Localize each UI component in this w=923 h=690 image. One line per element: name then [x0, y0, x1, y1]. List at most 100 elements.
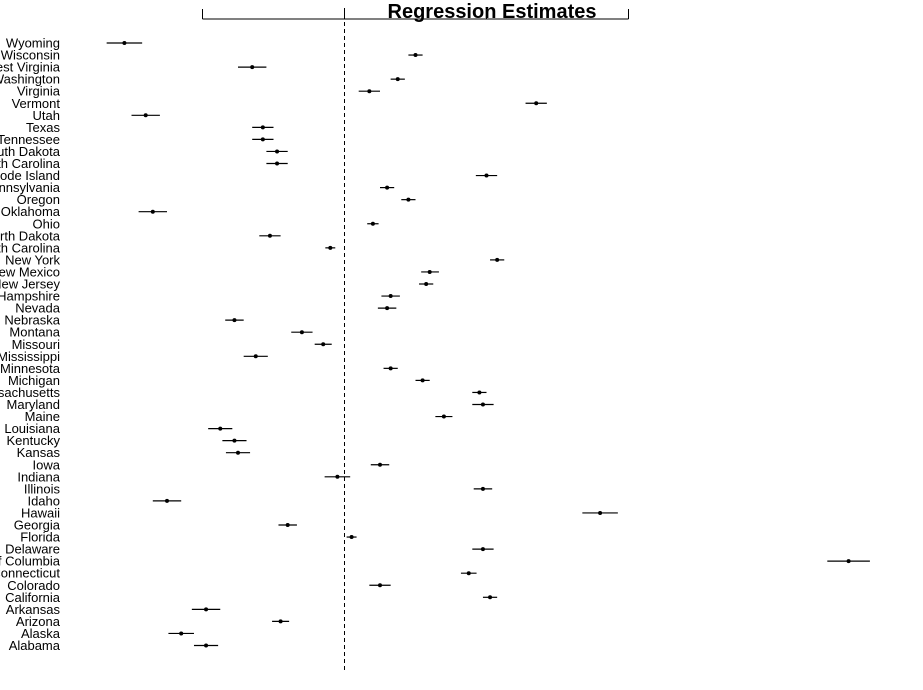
state-label: Maryland	[7, 397, 60, 412]
state-label: Wisconsin	[1, 48, 60, 63]
estimate-row: Hawaii	[21, 505, 618, 520]
state-label: Washington	[0, 72, 60, 87]
point-estimate	[534, 101, 539, 106]
state-label: New Mexico	[0, 264, 60, 279]
point-estimate	[321, 342, 326, 347]
estimate-row: Virginia	[17, 84, 380, 99]
point-estimate	[204, 607, 209, 612]
point-estimate	[388, 366, 393, 371]
state-label: Virginia	[17, 84, 61, 99]
point-estimate	[406, 197, 411, 202]
estimate-row: Minnesota	[0, 361, 398, 376]
point-estimate	[232, 318, 237, 323]
chart-title: Regression Estimates	[388, 1, 597, 23]
state-label: Oklahoma	[1, 204, 61, 219]
estimate-row: Pennsylvania	[0, 180, 395, 195]
point-estimate	[480, 547, 485, 552]
state-label: Maine	[25, 409, 60, 424]
state-label: South Dakota	[0, 144, 61, 159]
point-estimate	[260, 137, 265, 142]
point-estimate	[275, 161, 280, 166]
state-label: Montana	[9, 325, 60, 340]
estimate-row: Ohio	[33, 216, 379, 231]
state-label: Rhode Island	[0, 168, 60, 183]
point-estimate	[477, 390, 482, 395]
estimate-row: District of Columbia	[0, 554, 870, 569]
state-label: Kentucky	[7, 433, 61, 448]
state-label: Hawaii	[21, 505, 60, 520]
estimate-row: Texas	[26, 120, 274, 135]
estimate-row: North Dakota	[0, 228, 281, 243]
state-label: Georgia	[14, 518, 61, 533]
state-label: Wyoming	[6, 36, 60, 51]
state-label: Pennsylvania	[0, 180, 61, 195]
estimate-row: Tennessee	[0, 132, 274, 147]
state-label: District of Columbia	[0, 554, 61, 569]
point-estimate	[480, 402, 485, 407]
estimate-row: Arizona	[16, 614, 290, 629]
estimate-row: New Mexico	[0, 264, 439, 279]
state-label: Tennessee	[0, 132, 60, 147]
estimate-row: Connecticut	[0, 566, 477, 581]
estimate-row: Delaware	[5, 542, 494, 557]
point-estimate	[218, 426, 223, 431]
state-label: Alabama	[9, 638, 61, 653]
point-estimate	[370, 221, 375, 226]
state-label: Delaware	[5, 542, 60, 557]
estimate-row: Kentucky	[7, 433, 247, 448]
state-label: Massachusetts	[0, 385, 60, 400]
state-label: West Virginia	[0, 60, 61, 75]
estimate-row: South Carolina	[0, 156, 288, 171]
point-estimate	[285, 523, 290, 527]
estimate-row: Iowa	[33, 457, 390, 472]
estimate-row: Maine	[25, 409, 453, 424]
point-estimate	[278, 619, 283, 624]
point-estimate	[427, 269, 432, 274]
estimate-row: New York	[5, 252, 505, 267]
estimate-row: Maryland	[7, 397, 494, 412]
estimate-row: Kansas	[17, 445, 251, 460]
estimate-row: Oregon	[17, 192, 416, 207]
state-label: Minnesota	[0, 361, 61, 376]
point-estimate	[495, 257, 500, 262]
estimate-row: West Virginia	[0, 60, 267, 75]
estimate-row: North Carolina	[0, 240, 336, 255]
point-estimate	[165, 498, 169, 503]
state-label: Colorado	[7, 578, 60, 593]
estimate-row: Florida	[20, 530, 357, 545]
estimate-row: Mississippi	[0, 349, 268, 364]
state-label: Mississippi	[0, 349, 60, 364]
state-label: Nevada	[15, 301, 61, 316]
estimate-row: Alabama	[9, 638, 219, 653]
point-estimate	[367, 89, 372, 94]
state-label: Ohio	[33, 216, 60, 231]
state-label: Arizona	[16, 614, 61, 629]
state-label: Nebraska	[4, 313, 60, 328]
point-estimate	[598, 510, 603, 515]
state-label: South Carolina	[0, 156, 61, 171]
point-estimate	[232, 438, 237, 443]
estimate-row: Illinois	[24, 481, 493, 496]
estimate-row: Arkansas	[6, 602, 221, 617]
point-estimate	[299, 330, 304, 335]
state-label: Kansas	[17, 445, 61, 460]
point-estimate	[378, 462, 382, 467]
point-estimate	[395, 77, 400, 82]
state-label: Alaska	[21, 626, 61, 641]
estimate-row: Montana	[9, 325, 313, 340]
estimate-row: Michigan	[8, 373, 430, 388]
point-estimate	[388, 294, 393, 299]
estimate-row: New Hampshire	[0, 289, 400, 304]
point-estimate	[328, 245, 333, 250]
point-estimate	[275, 149, 280, 154]
point-estimate	[385, 306, 390, 311]
point-estimate	[179, 631, 184, 636]
estimate-row: Utah	[33, 108, 160, 123]
state-label: New Hampshire	[0, 289, 60, 304]
point-estimate	[267, 233, 272, 238]
estimate-row: Louisiana	[4, 421, 233, 436]
state-label: California	[5, 590, 61, 605]
estimate-row: South Dakota	[0, 144, 288, 159]
estimate-row: Nevada	[15, 301, 397, 316]
